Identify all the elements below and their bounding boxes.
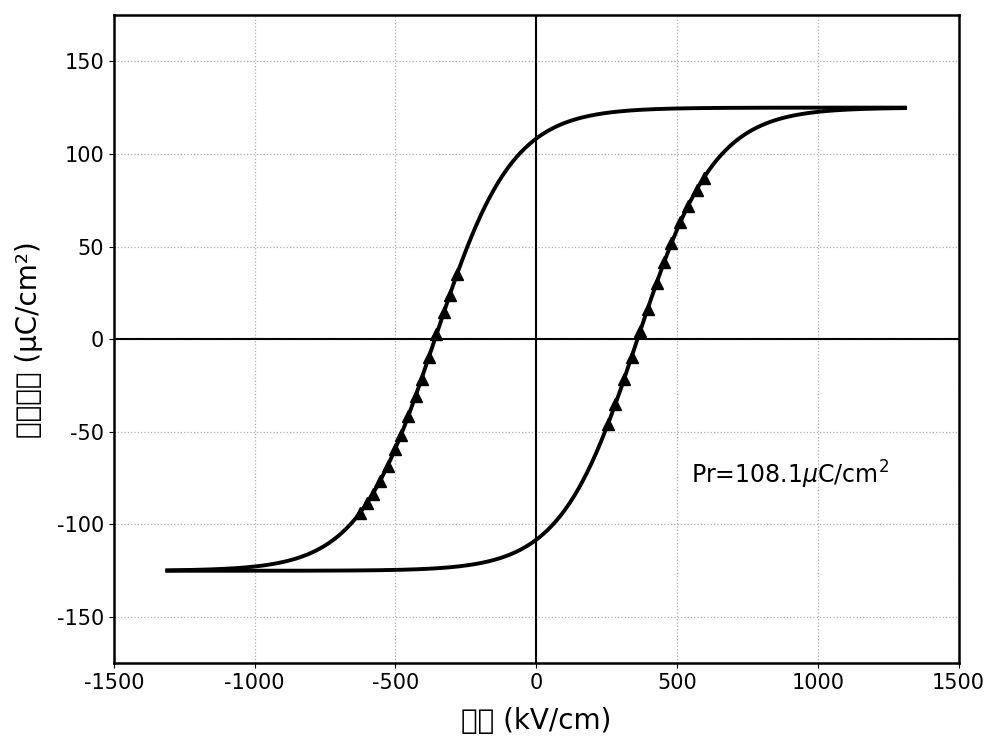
X-axis label: 电场 (kV/cm): 电场 (kV/cm) — [461, 707, 611, 735]
Text: Pr=108.1$\mu$C/cm$^2$: Pr=108.1$\mu$C/cm$^2$ — [691, 459, 889, 491]
Y-axis label: 极化强度 (μC/cm²): 极化强度 (μC/cm²) — [15, 241, 43, 437]
